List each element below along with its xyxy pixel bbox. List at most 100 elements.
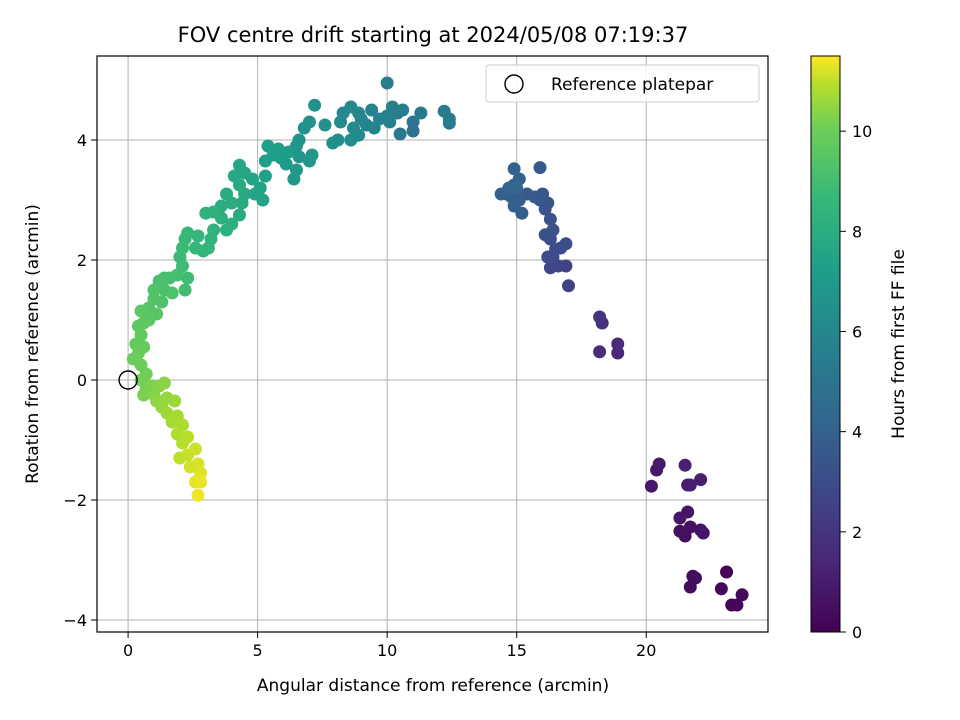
data-point: [292, 150, 306, 164]
data-point: [678, 458, 692, 472]
data-point: [287, 172, 301, 186]
data-point: [305, 148, 319, 162]
data-point: [593, 310, 607, 324]
x-tick-label: 20: [636, 641, 656, 660]
chart-title: FOV centre drift starting at 2024/05/08 …: [178, 23, 689, 47]
data-point: [235, 196, 249, 210]
data-point: [406, 115, 420, 129]
data-point: [714, 582, 728, 596]
data-point: [318, 118, 332, 132]
data-point: [165, 286, 179, 300]
data-point: [147, 283, 161, 297]
colorbar: 0 2 4 6 8 10 Hours from first FF file: [810, 55, 909, 642]
data-point: [134, 304, 148, 318]
y-axis-label: Rotation from reference (arcmin): [23, 204, 43, 484]
data-point: [157, 376, 171, 390]
data-point: [559, 237, 573, 251]
y-tick-label: 4: [77, 131, 87, 150]
reference-platepar-point: [118, 370, 138, 390]
data-point: [308, 98, 322, 112]
data-point: [181, 271, 195, 285]
data-point: [735, 588, 749, 602]
data-point: [232, 208, 246, 222]
y-tick-label: −2: [63, 491, 87, 510]
data-point: [188, 442, 202, 456]
data-point: [282, 145, 296, 159]
data-point: [543, 212, 557, 226]
x-tick-label: 5: [253, 641, 263, 660]
colorbar-tick-label: 8: [852, 222, 862, 241]
data-point: [414, 106, 428, 120]
data-point: [406, 124, 420, 138]
x-axis-label: Angular distance from reference (arcmin): [257, 676, 609, 696]
data-point: [178, 283, 192, 297]
y-tick-label: 0: [77, 371, 87, 390]
legend-box: [485, 64, 760, 103]
data-point: [194, 475, 208, 489]
data-point: [510, 181, 524, 195]
y-tick-label: 2: [77, 251, 87, 270]
data-point: [437, 104, 451, 118]
data-point: [611, 337, 625, 351]
data-point: [261, 139, 275, 153]
data-point: [199, 206, 213, 220]
axis-ticks: 0 5 10 15 20 −4 −2 0 2 4: [63, 131, 656, 660]
data-point: [593, 345, 607, 359]
legend: Reference platepar: [485, 64, 760, 103]
colorbar-gradient: [810, 55, 841, 633]
data-point: [191, 488, 205, 502]
data-point: [673, 511, 687, 525]
data-point: [720, 565, 734, 579]
data-point: [533, 161, 547, 175]
data-point: [393, 127, 407, 141]
colorbar-tick-label: 10: [852, 122, 872, 141]
data-point: [344, 133, 358, 147]
data-point: [543, 261, 557, 275]
data-point: [611, 346, 625, 360]
data-point: [546, 223, 560, 237]
colorbar-tick-label: 4: [852, 423, 862, 442]
data-point: [730, 598, 744, 612]
data-point: [188, 241, 202, 255]
data-point: [225, 217, 239, 231]
data-point: [258, 154, 272, 168]
data-point: [652, 457, 666, 471]
data-point: [562, 279, 576, 293]
data-point: [220, 187, 234, 201]
data-point: [334, 115, 348, 129]
data-point: [367, 121, 381, 135]
data-point: [383, 115, 397, 129]
x-tick-label: 0: [123, 641, 133, 660]
y-tick-label: −4: [63, 611, 87, 630]
data-point: [248, 187, 262, 201]
colorbar-ticks: 0 2 4 6 8 10: [840, 122, 872, 642]
data-point: [326, 136, 340, 150]
plot-frame: [96, 55, 769, 633]
data-point: [683, 520, 697, 534]
data-point: [644, 479, 658, 493]
data-point: [696, 526, 710, 540]
legend-entry-reference: Reference platepar: [551, 75, 713, 95]
data-point: [258, 169, 272, 183]
data-point: [137, 388, 151, 402]
x-tick-label: 10: [377, 641, 397, 660]
colorbar-tick-label: 2: [852, 523, 862, 542]
data-point: [688, 571, 702, 585]
data-points: [126, 76, 749, 612]
legend-marker-reference: [504, 74, 524, 94]
data-point: [168, 394, 182, 408]
data-point: [181, 430, 195, 444]
colorbar-tick-label: 6: [852, 322, 862, 341]
colorbar-tick-label: 0: [852, 623, 862, 642]
data-point: [232, 158, 246, 172]
data-point: [297, 121, 311, 135]
x-tick-label: 15: [507, 641, 527, 660]
colorbar-label: Hours from first FF file: [889, 249, 909, 439]
data-point: [507, 162, 521, 176]
data-point: [191, 229, 205, 243]
data-point: [694, 473, 708, 487]
data-point: [683, 478, 697, 492]
reference-marker: [118, 370, 138, 390]
grid: [97, 56, 768, 632]
